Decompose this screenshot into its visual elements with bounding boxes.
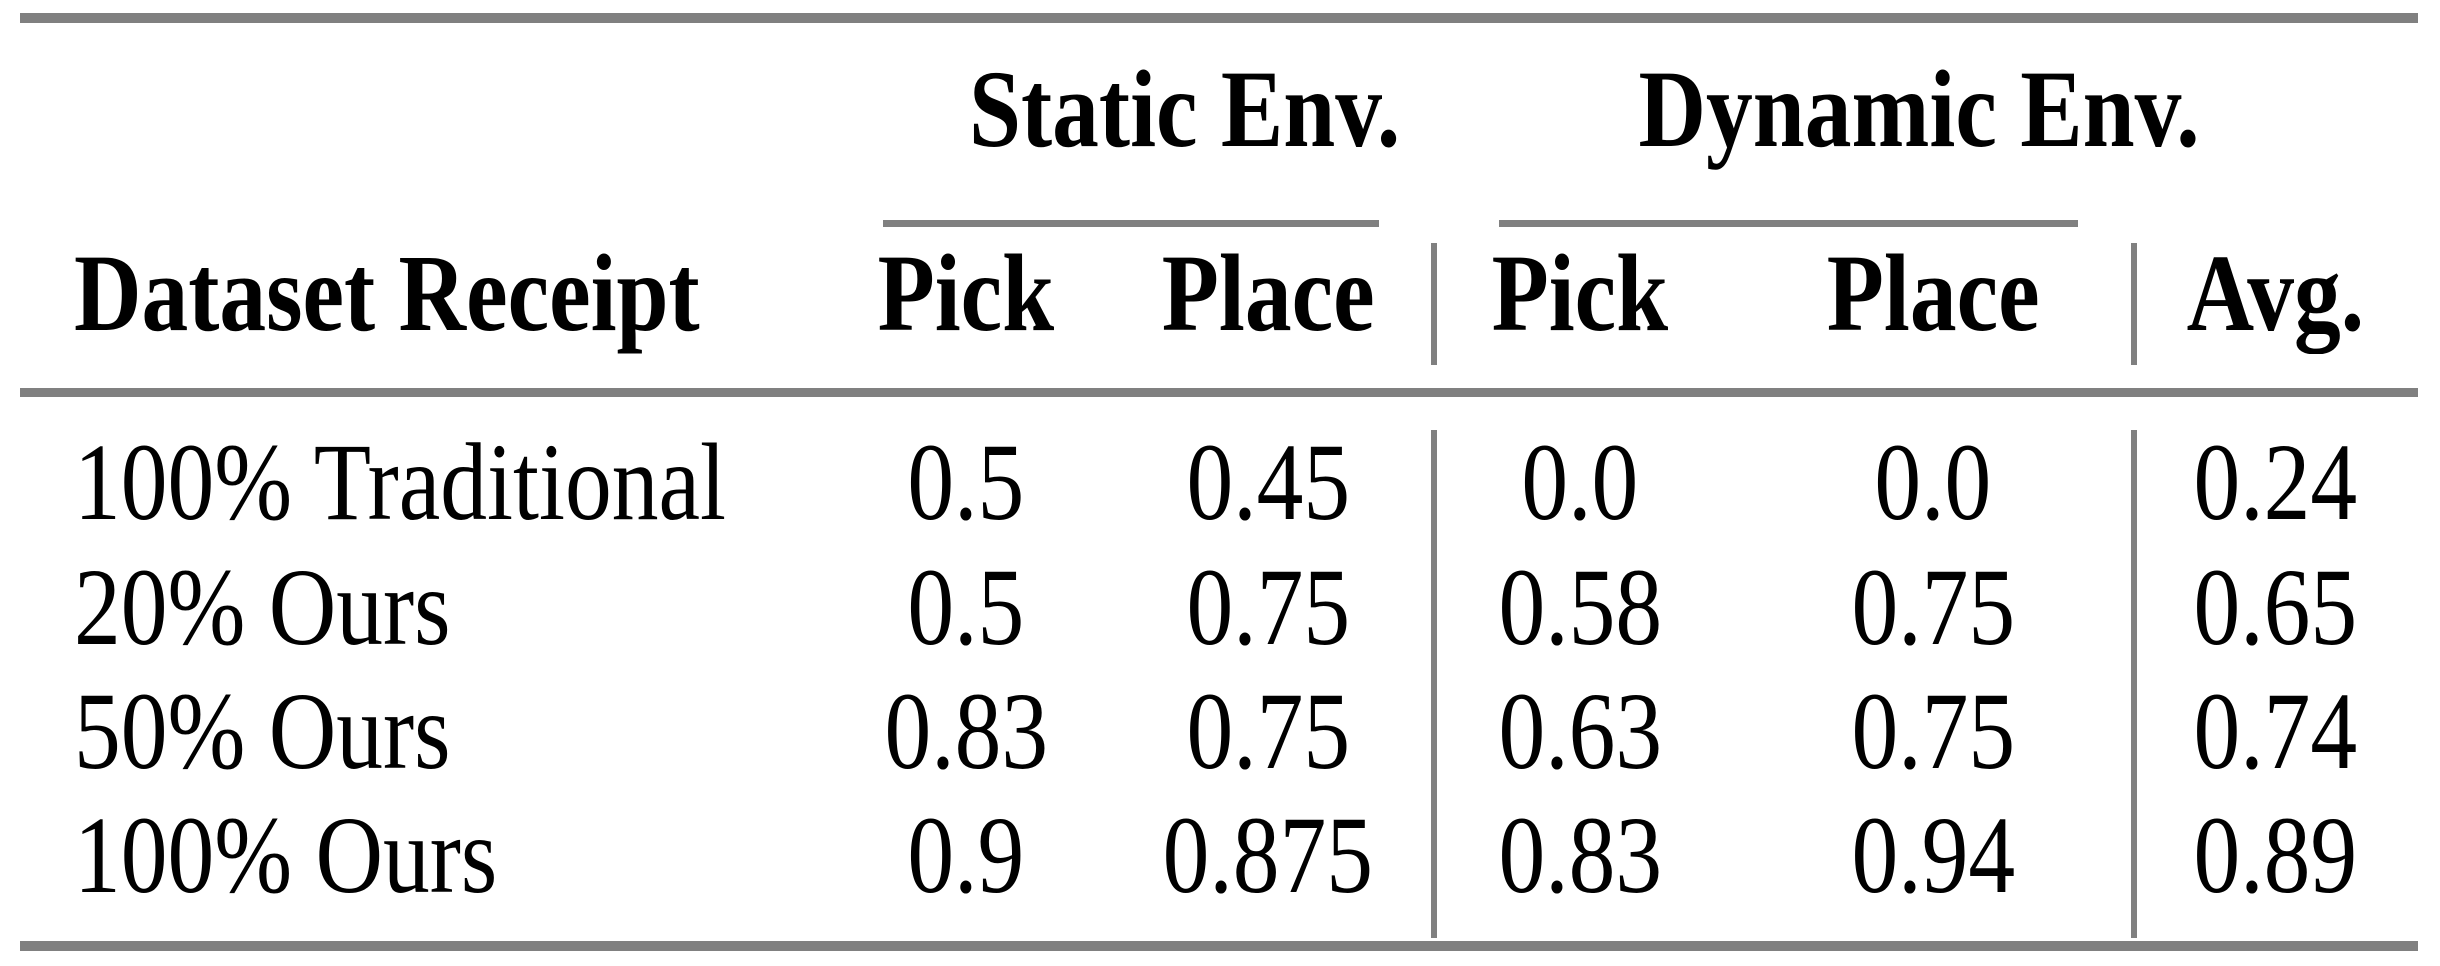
dynamic-pick-value: 0.0	[1380, 416, 1780, 548]
table-row: 20% Ours 0.5 0.75 0.58 0.75 0.65	[0, 541, 2440, 673]
dynamic-pick-label: Pick	[1491, 232, 1669, 354]
table-row: 100% Ours 0.9 0.875 0.83 0.94 0.89	[0, 789, 2440, 921]
row-label: 100% Ours	[74, 789, 572, 921]
avg-value: 0.89	[2075, 789, 2440, 921]
avg-label: Avg.	[2186, 232, 2364, 354]
value-text: 0.63	[1498, 670, 1662, 792]
static-env-label: Static Env.	[969, 48, 1401, 170]
static-pick-value: 0.5	[766, 541, 1166, 673]
value-text: 0.75	[1186, 670, 1350, 792]
static-place-value: 0.45	[1068, 416, 1468, 548]
vertical-separator-1-header	[1431, 243, 1437, 365]
static-place-value: 0.75	[1068, 665, 1468, 797]
dynamic-place-header: Place	[1733, 227, 2133, 359]
value-text: 0.83	[1498, 794, 1662, 916]
row-label-text: 100% Traditional	[74, 421, 726, 543]
dynamic-env-group-header: Dynamic Env.	[1589, 43, 2200, 175]
value-text: 0.75	[1186, 546, 1350, 668]
value-text: 0.45	[1186, 421, 1350, 543]
dynamic-pick-value: 0.58	[1380, 541, 1780, 673]
vertical-separator-2-body	[2131, 430, 2137, 938]
row-label-text: 50% Ours	[74, 670, 451, 792]
value-text: 0.58	[1498, 546, 1662, 668]
avg-value: 0.24	[2075, 416, 2440, 548]
static-pick-label: Pick	[877, 232, 1055, 354]
dynamic-env-cmidrule	[1499, 220, 2078, 227]
value-text: 0.0	[1874, 421, 1992, 543]
static-pick-value: 0.83	[766, 665, 1166, 797]
static-place-value: 0.75	[1068, 541, 1468, 673]
avg-value: 0.74	[2075, 665, 2440, 797]
dataset-receipt-label: Dataset Receipt	[74, 232, 700, 354]
value-text: 0.0	[1521, 421, 1639, 543]
dynamic-place-value: 0.0	[1733, 416, 2133, 548]
value-text: 0.24	[2193, 421, 2357, 543]
dynamic-pick-header: Pick	[1380, 227, 1780, 359]
bottom-rule	[20, 941, 2418, 951]
static-place-label: Place	[1161, 232, 1375, 354]
static-place-value: 0.875	[1068, 789, 1468, 921]
vertical-separator-2-header	[2131, 243, 2137, 365]
dynamic-pick-value: 0.63	[1380, 665, 1780, 797]
static-pick-value: 0.5	[766, 416, 1166, 548]
value-text: 0.5	[907, 546, 1025, 668]
value-text: 0.75	[1851, 546, 2015, 668]
header-rule	[20, 388, 2418, 397]
row-label-text: 100% Ours	[74, 794, 498, 916]
static-place-header: Place	[1068, 227, 1468, 359]
vertical-separator-1-body	[1431, 430, 1437, 938]
group-header-row: Static Env. Dynamic Env.	[0, 43, 2440, 175]
value-text: 0.75	[1851, 670, 2015, 792]
value-text: 0.83	[884, 670, 1048, 792]
value-text: 0.9	[907, 794, 1025, 916]
dataset-receipt-header: Dataset Receipt	[74, 227, 810, 359]
dynamic-place-value: 0.75	[1733, 541, 2133, 673]
static-env-group-header: Static Env.	[931, 43, 1400, 175]
value-text: 0.5	[907, 421, 1025, 543]
dynamic-place-value: 0.94	[1733, 789, 2133, 921]
dynamic-pick-value: 0.83	[1380, 789, 1780, 921]
column-header-row: Dataset Receipt Pick Place Pick Place Av…	[0, 227, 2440, 359]
static-pick-value: 0.9	[766, 789, 1166, 921]
value-text: 0.94	[1851, 794, 2015, 916]
value-text: 0.89	[2193, 794, 2357, 916]
dynamic-env-label: Dynamic Env.	[1638, 48, 2200, 170]
row-label: 100% Traditional	[74, 416, 841, 548]
row-label-text: 20% Ours	[74, 546, 451, 668]
value-text: 0.875	[1162, 794, 1374, 916]
table-row: 50% Ours 0.83 0.75 0.63 0.75 0.74	[0, 665, 2440, 797]
top-rule	[20, 13, 2418, 23]
row-label: 50% Ours	[74, 665, 517, 797]
static-pick-header: Pick	[766, 227, 1166, 359]
avg-header: Avg.	[2075, 227, 2440, 359]
static-env-cmidrule	[883, 220, 1379, 227]
value-text: 0.65	[2193, 546, 2357, 668]
table-row: 100% Traditional 0.5 0.45 0.0 0.0 0.24	[0, 416, 2440, 548]
row-label: 20% Ours	[74, 541, 517, 673]
dynamic-place-label: Place	[1826, 232, 2040, 354]
avg-value: 0.65	[2075, 541, 2440, 673]
value-text: 0.74	[2193, 670, 2357, 792]
dynamic-place-value: 0.75	[1733, 665, 2133, 797]
